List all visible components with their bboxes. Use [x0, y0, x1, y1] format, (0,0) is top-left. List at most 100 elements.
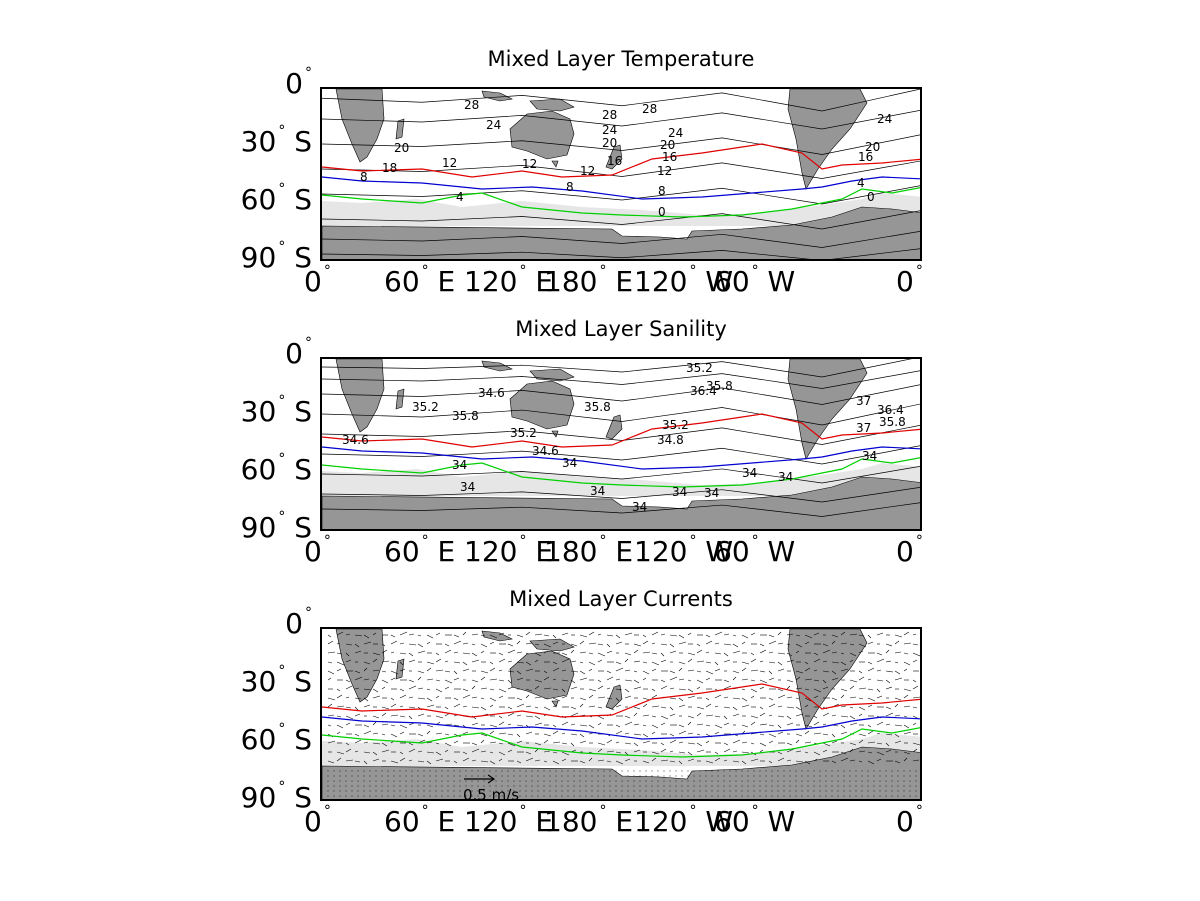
contour-label: 28	[642, 102, 657, 116]
current-vector	[849, 652, 857, 657]
current-vector	[714, 757, 721, 762]
current-vector	[795, 670, 804, 674]
current-vector	[759, 649, 767, 654]
grid-dot	[525, 780, 527, 782]
current-vector	[498, 751, 506, 756]
grid-dot	[382, 801, 383, 802]
grid-dot	[567, 790, 569, 792]
current-vector	[777, 715, 785, 718]
grid-dot	[729, 795, 731, 797]
current-vector	[606, 739, 613, 744]
grid-dot	[748, 801, 749, 802]
grid-dot	[699, 780, 701, 782]
current-vector	[696, 742, 703, 747]
current-vector	[552, 641, 559, 645]
current-vector	[426, 634, 434, 639]
grid-dot	[771, 785, 773, 787]
grid-dot	[922, 776, 923, 777]
grid-dot	[651, 770, 653, 772]
grid-dot	[663, 780, 665, 782]
grid-dot	[819, 770, 821, 772]
current-vector	[489, 704, 494, 708]
current-vector	[570, 733, 578, 736]
current-vector	[489, 678, 498, 681]
contour-label: 16	[858, 150, 873, 164]
current-vector	[642, 634, 647, 638]
current-vector	[354, 650, 362, 654]
grid-dot	[603, 790, 605, 792]
grid-dot	[735, 795, 737, 797]
grid-dot	[717, 770, 719, 772]
current-vector	[444, 660, 449, 663]
grid-dot	[699, 795, 701, 797]
grid-dot	[682, 801, 683, 802]
lat-tick-label: 60 ° S	[240, 721, 312, 756]
current-vector	[543, 739, 549, 744]
current-vector	[435, 669, 444, 672]
grid-dot	[597, 795, 599, 797]
current-vector	[876, 632, 884, 636]
grid-dot	[879, 780, 881, 782]
grid-dot	[747, 790, 749, 792]
contour-label: 8	[566, 180, 574, 194]
current-vector	[399, 715, 406, 718]
current-vector	[354, 643, 360, 648]
grid-dot	[723, 795, 725, 797]
current-vector	[849, 742, 857, 746]
grid-dot	[465, 790, 467, 792]
grid-dot	[741, 790, 743, 792]
grid-dot	[591, 790, 593, 792]
current-vector	[822, 649, 831, 654]
contour-label: 24	[877, 112, 892, 126]
grid-dot	[555, 770, 557, 772]
grid-dot	[357, 770, 359, 772]
current-vector	[696, 706, 705, 710]
grid-dot	[663, 795, 665, 797]
current-vector	[624, 742, 632, 745]
current-vector	[642, 760, 650, 764]
grid-dot	[495, 785, 497, 787]
grid-dot	[801, 780, 803, 782]
grid-dot	[507, 790, 509, 792]
current-vector	[498, 658, 506, 663]
grid-dot	[790, 801, 791, 802]
current-vector	[471, 742, 478, 746]
grid-dot	[729, 780, 731, 782]
grid-dot	[597, 770, 599, 772]
contour-label: 35.2	[412, 400, 439, 414]
grid-dot	[681, 795, 683, 797]
current-vector	[480, 760, 489, 763]
current-vector	[705, 724, 711, 727]
current-vector	[795, 760, 804, 763]
lon-tick-label: 180 ° E	[544, 263, 634, 298]
red-front-line	[322, 683, 920, 718]
current-vector	[786, 652, 793, 657]
grid-dot	[591, 770, 593, 772]
grid-dot	[393, 775, 395, 777]
grid-dot	[615, 795, 617, 797]
grid-dot	[513, 790, 515, 792]
current-vector	[750, 652, 755, 656]
current-vector	[633, 649, 639, 654]
grid-dot	[741, 775, 743, 777]
current-vector	[381, 733, 386, 736]
current-vector	[876, 669, 882, 672]
grid-dot	[694, 801, 695, 802]
grid-dot	[693, 780, 695, 782]
grid-dot	[447, 775, 449, 777]
contour-label: 20	[865, 140, 880, 154]
grid-dot	[861, 785, 863, 787]
current-vector	[516, 697, 523, 701]
contour-label: 34.8	[657, 433, 684, 447]
current-vector	[678, 634, 685, 639]
current-vector	[786, 706, 795, 709]
current-vector	[876, 652, 883, 656]
contour-label: 28	[602, 108, 617, 122]
grid-dot	[807, 790, 809, 792]
grid-dot	[783, 785, 785, 787]
current-vector	[606, 697, 613, 700]
grid-dot	[669, 785, 671, 787]
grid-dot	[849, 780, 851, 782]
grid-dot	[801, 795, 803, 797]
